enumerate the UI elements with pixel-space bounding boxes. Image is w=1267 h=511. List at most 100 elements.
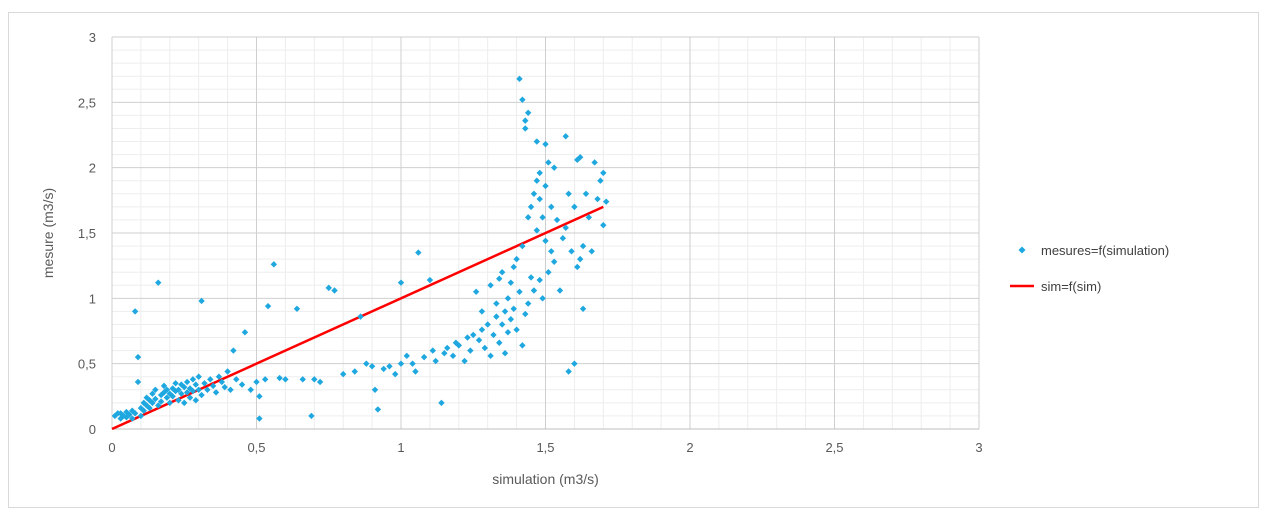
scatter-point	[548, 203, 555, 211]
scatter-point	[516, 75, 523, 83]
scatter-point	[201, 380, 208, 387]
scatter-point	[524, 300, 532, 307]
scatter-point	[475, 336, 483, 344]
scatter-point	[574, 156, 581, 164]
scatter-point	[484, 321, 491, 328]
scatter-point	[238, 381, 246, 388]
scatter-point	[308, 412, 315, 420]
scatter-point	[218, 378, 226, 386]
scatter-point	[374, 406, 382, 413]
scatter-point	[325, 284, 332, 292]
scatter-point	[519, 96, 526, 103]
scatter-point	[175, 397, 182, 404]
scatter-point	[340, 370, 347, 378]
scatter-point	[600, 169, 607, 177]
legend: mesures=f(simulation) sim=f(sim)	[1010, 243, 1169, 294]
scatter-point	[562, 133, 569, 140]
scatter-point	[420, 353, 428, 361]
scatter-point	[597, 177, 604, 184]
line-series-path	[111, 205, 604, 431]
scatter-point	[166, 399, 173, 407]
scatter-point	[504, 329, 512, 336]
legend-diamond-marker	[1018, 246, 1026, 254]
scatter-point	[157, 398, 165, 405]
legend-item-scatter: mesures=f(simulation)	[1018, 243, 1169, 258]
scatter-point	[198, 297, 205, 305]
scatter-point	[527, 274, 535, 281]
scatter-point	[461, 357, 468, 365]
scatter-point	[438, 399, 445, 407]
line-series	[111, 205, 604, 431]
scatter-point	[316, 378, 324, 386]
scatter-point	[264, 302, 272, 310]
scatter-point	[195, 386, 202, 393]
y-axis-title: mesure (m3/s)	[40, 188, 56, 278]
scatter-point	[553, 216, 561, 224]
scatter-point	[126, 411, 133, 418]
scatter-point	[247, 386, 254, 393]
scatter-point	[522, 310, 529, 318]
scatter-point	[533, 227, 541, 234]
scatter-point	[487, 282, 494, 289]
scatter-point	[556, 287, 564, 294]
scatter-point	[293, 305, 301, 312]
chart-frame: 0 0,5 1 1,5 2 2,5 3 0 0,5 1 1,5 2 2,5 3 simulation (…	[8, 12, 1259, 508]
scatter-point	[368, 363, 376, 370]
scatter-point	[527, 203, 535, 211]
scatter-point	[212, 389, 220, 396]
scatter-point	[172, 380, 179, 387]
scatter-point	[256, 393, 263, 400]
y-tick-label: 3	[89, 30, 96, 45]
x-tick-label: 1,5	[536, 440, 554, 455]
scatter-point	[175, 386, 182, 393]
scatter-point	[189, 376, 197, 383]
scatter-point	[178, 390, 185, 397]
scatter-point	[568, 248, 575, 255]
scatter-point	[579, 305, 587, 312]
scatter-point	[215, 373, 223, 380]
scatter-point	[470, 331, 477, 339]
scatter-point	[409, 360, 416, 367]
scatter-point	[149, 390, 156, 397]
scatter-point	[571, 203, 578, 211]
scatter-point	[536, 195, 543, 203]
scatter-point	[536, 169, 543, 177]
scatter-series	[111, 75, 610, 422]
scatter-point	[501, 308, 509, 315]
scatter-point	[519, 342, 526, 349]
scatter-point	[591, 159, 598, 166]
scatter-point	[397, 360, 405, 367]
scatter-point	[576, 255, 584, 263]
scatter-point	[441, 350, 448, 357]
scatter-point	[299, 376, 306, 383]
scatter-point	[524, 109, 532, 116]
scatter-point	[233, 376, 240, 383]
x-tick-labels: 0 0,5 1 1,5 2 2,5 3	[108, 440, 982, 455]
scatter-point	[204, 386, 211, 393]
scatter-point	[363, 360, 370, 367]
scatter-point	[550, 164, 558, 171]
y-tick-label: 0	[89, 422, 96, 437]
scatter-point	[397, 279, 405, 286]
scatter-point	[412, 368, 419, 375]
scatter-point	[481, 344, 489, 352]
scatter-point	[357, 313, 364, 320]
scatter-point	[478, 326, 486, 333]
scatter-point	[582, 190, 590, 197]
scatter-point	[530, 190, 538, 197]
scatter-point	[169, 393, 176, 400]
scatter-point	[444, 344, 451, 352]
scatter-point	[533, 138, 541, 145]
x-tick-label: 0,5	[247, 440, 265, 455]
scatter-point	[513, 326, 520, 333]
scatter-point	[510, 263, 517, 271]
scatter-point	[524, 214, 532, 221]
scatter-point	[539, 214, 546, 221]
scatter-point	[507, 316, 515, 323]
scatter-point	[565, 190, 572, 197]
scatter-point	[602, 198, 610, 205]
scatter-point	[209, 382, 217, 390]
scatter-point	[134, 353, 142, 361]
scatter-chart: 0 0,5 1 1,5 2 2,5 3 0 0,5 1 1,5 2 2,5 3 simulation (…	[40, 30, 1169, 487]
scatter-point	[160, 382, 168, 390]
